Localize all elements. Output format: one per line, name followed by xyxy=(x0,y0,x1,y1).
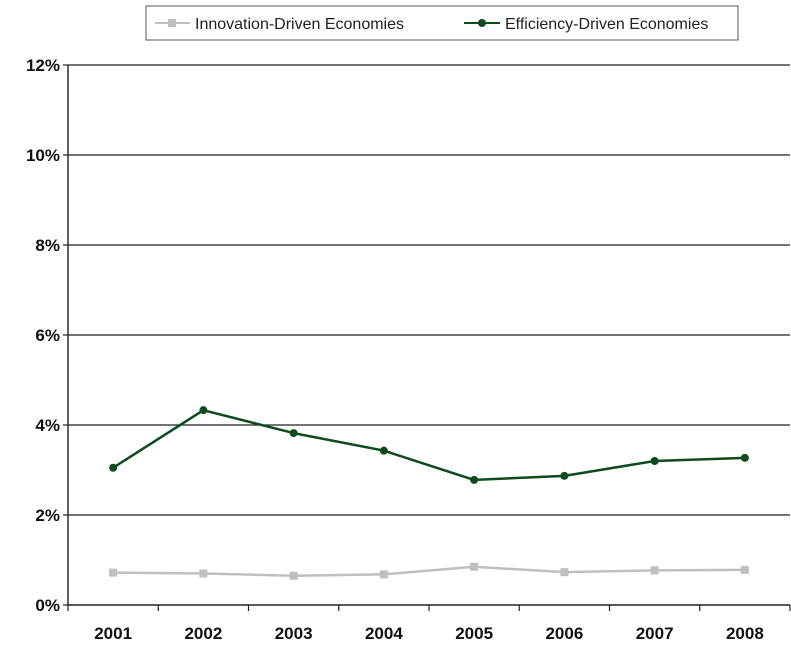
y-tick-labels: 0% 2% 4% 6% 8% 10% 12% xyxy=(26,56,60,615)
legend-marker-innovation xyxy=(168,19,176,27)
data-point xyxy=(289,571,298,580)
data-point xyxy=(740,453,749,462)
legend-marker-efficiency xyxy=(478,19,486,27)
x-tick-label: 2006 xyxy=(545,624,583,643)
legend-label-innovation: Innovation-Driven Economies xyxy=(195,16,404,33)
x-tick-labels: 2001 2002 2003 2004 2005 2006 2007 2008 xyxy=(94,624,764,643)
x-tick-label: 2001 xyxy=(94,624,132,643)
data-point xyxy=(379,570,388,579)
y-tick-label: 10% xyxy=(26,146,60,165)
legend-box xyxy=(145,5,739,41)
data-point xyxy=(470,562,479,571)
x-tick-label: 2007 xyxy=(636,624,674,643)
y-tick-label: 6% xyxy=(35,326,60,345)
series-line xyxy=(113,565,745,577)
y-tick-label: 2% xyxy=(35,506,60,525)
x-tick-label: 2008 xyxy=(726,624,764,643)
data-point xyxy=(199,569,208,578)
legend-label-efficiency: Efficiency-Driven Economies xyxy=(505,16,708,33)
data-point xyxy=(650,566,659,575)
y-tick-label: 12% xyxy=(26,56,60,75)
y-tick-label: 4% xyxy=(35,416,60,435)
data-point xyxy=(740,565,749,574)
y-tick-label: 0% xyxy=(35,596,60,615)
legend-item-efficiency: Efficiency-Driven Economies xyxy=(464,16,708,33)
data-point xyxy=(560,471,569,480)
data-point xyxy=(470,475,479,484)
x-tick-label: 2003 xyxy=(275,624,313,643)
data-point xyxy=(109,568,118,577)
y-tick-label: 8% xyxy=(35,236,60,255)
data-point xyxy=(379,446,388,455)
data-point xyxy=(199,406,208,415)
legend-item-innovation: Innovation-Driven Economies xyxy=(155,16,404,33)
data-point xyxy=(650,457,659,465)
data-point xyxy=(109,463,118,472)
series-lines xyxy=(109,406,749,580)
data-point xyxy=(560,568,569,577)
series-line xyxy=(112,408,745,482)
axes xyxy=(63,64,791,611)
data-point xyxy=(289,429,298,438)
x-tick-label: 2005 xyxy=(455,624,493,643)
x-tick-label: 2002 xyxy=(184,624,222,643)
gridlines xyxy=(68,64,790,516)
x-tick-label: 2004 xyxy=(365,624,403,643)
